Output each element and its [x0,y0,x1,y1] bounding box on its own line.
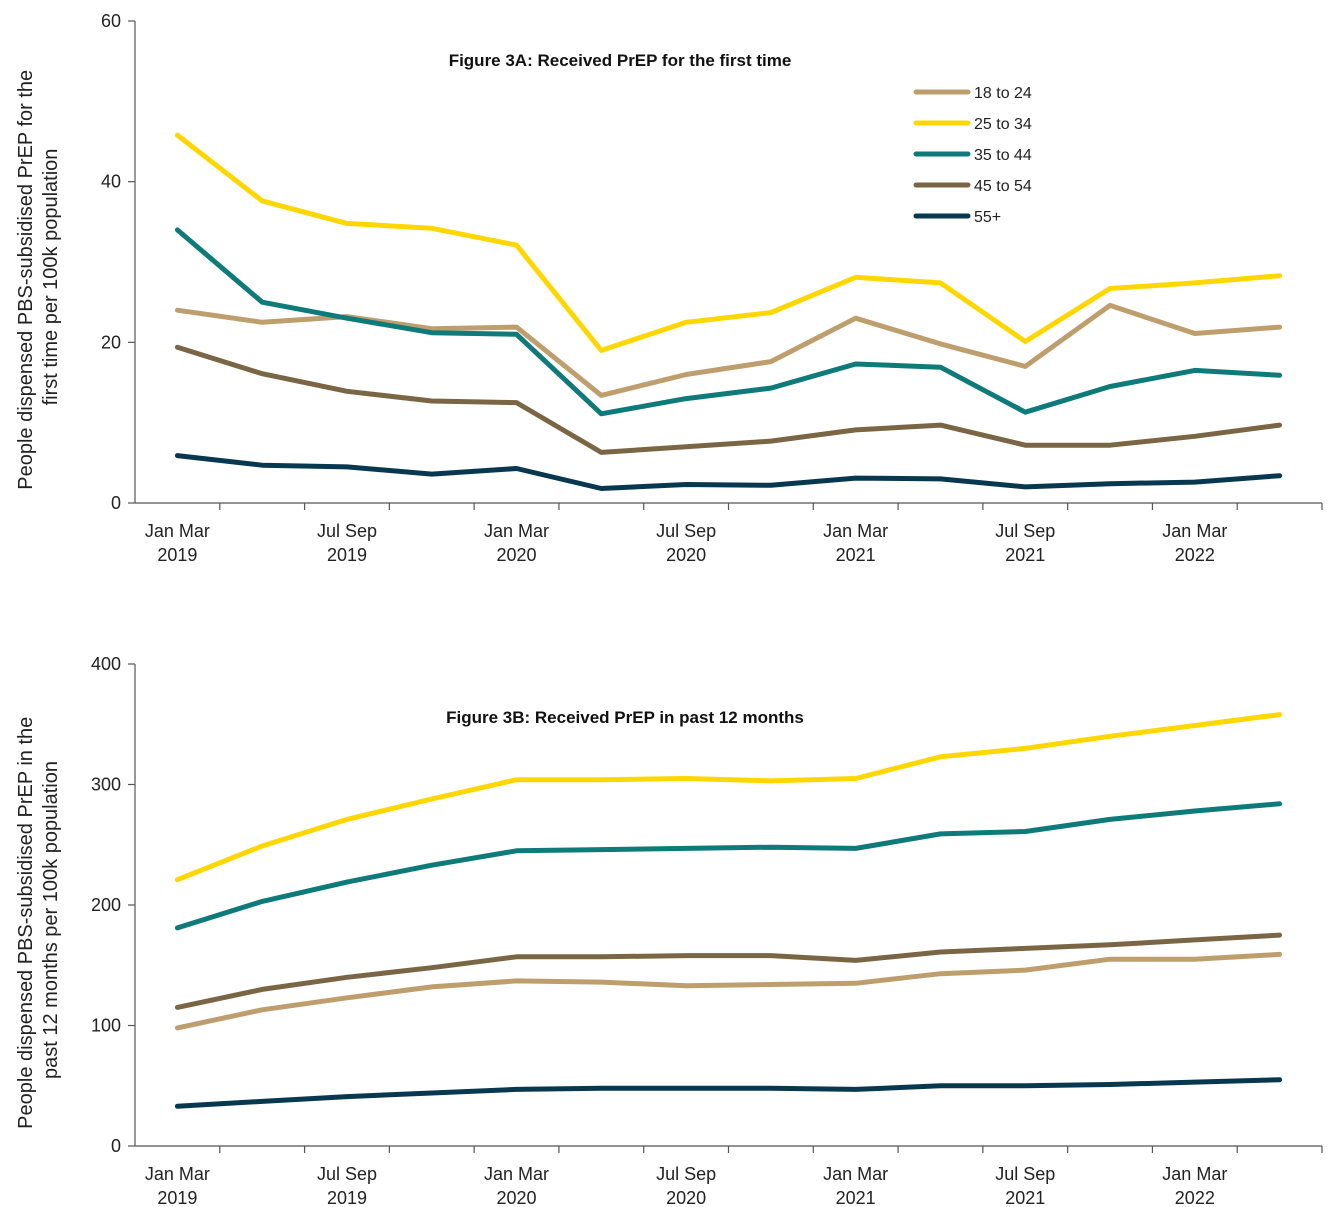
chart-3a-ylabel: People dispensed PBS-subsidised PrEP for… [15,64,62,489]
chart-3a-x-tick-label: Jan Mar 2020 [484,521,549,565]
chart-3a-y-tick-label: 20 [101,332,121,352]
chart-3b-x-tick-label: Jan Mar 2019 [145,1164,210,1207]
chart-3a-x-tick-label-line2: 2021 [1005,545,1045,565]
chart-3b-y-tick-label: 200 [91,895,121,915]
chart-3b-x-tick-label: Jul Sep 2021 [995,1164,1055,1207]
chart-3a-title: Figure 3A: Received PrEP for the first t… [449,51,792,70]
chart-3b-series-35-to-44-line [174,801,1283,931]
chart-3b-x-tick-label: Jul Sep 2020 [656,1164,716,1207]
legend-label-45-to-54: 45 to 54 [974,178,1032,195]
chart-3b-x-tick-label-line2: 2019 [157,1188,197,1207]
chart-3b-y-tick-label: 0 [111,1136,121,1156]
chart-3a-x-tick-label: Jul Sep 2020 [656,521,716,565]
chart-3b-series-45-to-54-line [174,932,1283,1010]
chart-3a-x-tick-label: Jul Sep 2021 [995,521,1055,565]
chart-3a-y-ticks: 0 20 40 60 [101,11,135,513]
chart-3b-ylabel-line1: People dispensed PBS-subsidised PrEP in … [15,717,37,1129]
chart-3b-title: Figure 3B: Received PrEP in past 12 mont… [446,708,804,727]
chart-3b-x-tick-label-line1: Jul Sep [656,1164,716,1184]
chart-3a-x-tick-label-line1: Jan Mar [145,521,210,541]
chart-3b-x-tick-label-line2: 2020 [497,1188,537,1207]
chart-3b-y-tick-label: 100 [91,1016,121,1036]
chart-3b-x-tick-label-line1: Jan Mar [823,1164,888,1184]
chart-3a-x-tick-label-line2: 2020 [497,545,537,565]
chart-3b-y-ticks: 0 100 200 300 400 [91,654,135,1156]
chart-3a-x-tick-label-line1: Jan Mar [823,521,888,541]
chart-3a-series-55plus-line [174,453,1283,491]
chart-3a-x-tick-label: Jul Sep 2019 [317,521,377,565]
chart-3b-y-tick-label: 400 [91,654,121,674]
legend-label-18-to-24: 18 to 24 [974,85,1032,102]
chart-3b-x-tick-label-line2: 2019 [327,1188,367,1207]
chart-3b-x-tick-label-line1: Jan Mar [145,1164,210,1184]
chart-3a-x-tick-label: Jan Mar 2022 [1162,521,1227,565]
legend-label-25-to-34: 25 to 34 [974,116,1032,133]
chart-3a-y-tick-label: 60 [101,11,121,31]
chart-3b-ylabel: People dispensed PBS-subsidised PrEP in … [15,711,62,1129]
chart-3b-x-tick-label-line2: 2020 [666,1188,706,1207]
chart-3b: Figure 3B: Received PrEP in past 12 mont… [15,654,1323,1207]
chart-3a-x-tick-label-line1: Jan Mar [484,521,549,541]
chart-3a-x-tick-label-line1: Jan Mar [1162,521,1227,541]
chart-3b-series-25-to-34-line [174,712,1283,883]
legend-label-55plus: 55+ [974,209,1001,226]
chart-3a-x-tick-label-line2: 2019 [157,545,197,565]
chart-3b-x-tick-label-line1: Jan Mar [1162,1164,1227,1184]
chart-3a-x-tick-label-line2: 2020 [666,545,706,565]
chart-3b-x-tick-label-line1: Jul Sep [995,1164,1055,1184]
chart-3a-y-tick-label: 40 [101,172,121,192]
chart-3a-axes [134,21,1322,504]
chart-3a-ylabel-line2: first time per 100k population [40,149,62,406]
chart-3a-x-tick-label-line2: 2022 [1175,545,1215,565]
chart-3b-x-tick-label-line2: 2021 [1005,1188,1045,1207]
chart-3a-series-35-to-44-line [174,227,1283,417]
chart-3a-x-tick-label-line1: Jul Sep [656,521,716,541]
chart-3a: Figure 3A: Received PrEP for the first t… [15,11,1323,565]
chart-3a-legend: 18 to 24 25 to 34 35 to 44 45 to 54 55+ [913,85,1032,226]
chart-3a-x-tick-label-line1: Jul Sep [317,521,377,541]
legend-label-35-to-44: 35 to 44 [974,147,1032,164]
chart-3a-series [174,132,1283,491]
chart-3b-x-tick-label-line1: Jan Mar [484,1164,549,1184]
chart-3b-series-18-to-24-line [174,951,1283,1031]
chart-3b-ylabel-line2: past 12 months per 100k population [40,761,62,1079]
chart-3b-axes [134,664,1322,1147]
chart-3a-series-25-to-34-line [174,132,1283,353]
chart-3b-x-tick-label: Jan Mar 2021 [823,1164,888,1207]
chart-3a-x-tick-label: Jan Mar 2019 [145,521,210,565]
chart-3a-ylabel-line1: People dispensed PBS-subsidised PrEP for… [15,70,37,490]
chart-3a-x-tick-label: Jan Mar 2021 [823,521,888,565]
chart-3a-x-tick-label-line2: 2021 [836,545,876,565]
chart-3b-x-tick-label-line1: Jul Sep [317,1164,377,1184]
chart-3b-x-tick-label-line2: 2022 [1175,1188,1215,1207]
chart-3a-x-tick-label-line2: 2019 [327,545,367,565]
chart-3a-y-tick-label: 0 [111,493,121,513]
chart-3b-x-tick-label: Jan Mar 2022 [1162,1164,1227,1207]
chart-3b-y-tick-label: 300 [91,775,121,795]
chart-3b-series [174,712,1283,1109]
chart-3b-x-tick-label-line2: 2021 [836,1188,876,1207]
chart-3a-series-45-to-54-line [174,344,1283,455]
chart-3b-x-tick-label: Jan Mar 2020 [484,1164,549,1207]
chart-3b-x-tick-label: Jul Sep 2019 [317,1164,377,1207]
chart-3a-x-tick-label-line1: Jul Sep [995,521,1055,541]
chart-3b-series-55plus-line [174,1077,1283,1109]
